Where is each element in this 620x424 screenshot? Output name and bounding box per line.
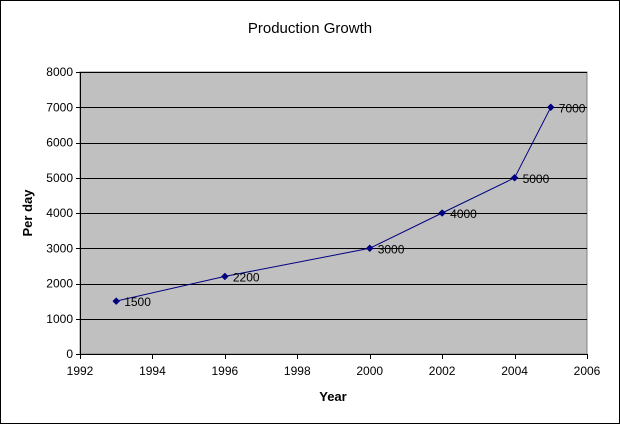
x-tick-label: 2004 (501, 364, 528, 378)
x-tick-label: 1992 (67, 364, 94, 378)
data-label: 1500 (124, 295, 151, 309)
y-tick-label: 4000 (46, 206, 73, 220)
data-label: 4000 (450, 207, 477, 221)
y-tick-label: 5000 (46, 171, 73, 185)
data-point-marker (438, 209, 446, 217)
x-tick-label: 2006 (574, 364, 601, 378)
y-tick-label: 7000 (46, 100, 73, 114)
data-point-marker (221, 272, 229, 281)
data-label: 3000 (378, 242, 405, 256)
x-tick-label: 1998 (284, 364, 311, 378)
y-tick-label: 8000 (46, 65, 73, 79)
y-tick-label: 2000 (46, 277, 73, 291)
y-tick-label: 0 (66, 347, 73, 361)
data-label: 2200 (233, 270, 260, 284)
data-label: 7000 (559, 101, 586, 115)
data-label: 5000 (523, 172, 550, 186)
chart-title: Production Growth (248, 20, 372, 37)
x-tick-label: 1994 (139, 364, 166, 378)
data-point-marker (365, 244, 374, 253)
data-point-marker (112, 297, 121, 305)
x-tick-label: 2000 (356, 364, 383, 378)
plot-area: 0 1000 2000 3000 4000 5000 6000 7000 8000 1992 199… (46, 65, 600, 378)
x-tick-label: 2002 (429, 364, 456, 378)
data-point-marker (510, 173, 519, 182)
y-tick-label: 1000 (46, 312, 73, 326)
series-line (116, 107, 552, 302)
data-point-marker (546, 103, 555, 112)
x-axis-title: Year (319, 389, 346, 404)
y-tick-label: 3000 (46, 241, 73, 255)
x-tick-label: 1996 (212, 364, 239, 378)
y-tick-label: 6000 (46, 136, 73, 150)
y-axis-title: Per day (20, 189, 35, 237)
